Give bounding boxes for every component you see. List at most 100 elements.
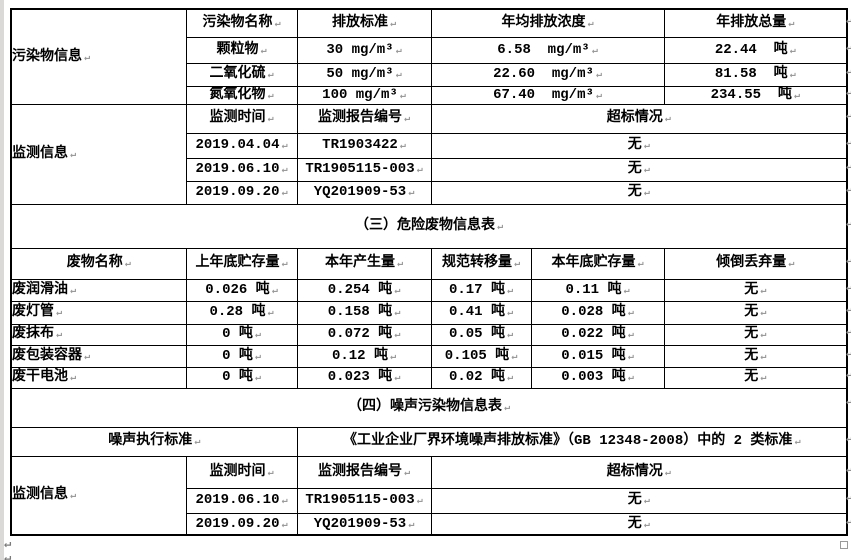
end-of-cell-mark-icon: ↵ — [408, 188, 415, 200]
table-row: 二氧化硫 ↵ 50 mg/m³ ↵ 22.60 mg/m³ ↵ 81.58 吨 ↵ — [11, 62, 848, 87]
end-of-cell-mark-icon: ↵ — [281, 519, 288, 531]
end-of-cell-mark-icon: ↵ — [194, 437, 201, 449]
end-of-cell-mark-icon: ↵ — [389, 19, 397, 31]
row-end-mark-icon: ↵ — [846, 370, 851, 381]
avg-concentration-cell: 6.58 mg/m³ ↵ — [430, 36, 665, 64]
table-row: 2019.04.04 ↵ TR1903422 ↵ 无 ↵ — [11, 132, 848, 159]
end-of-cell-mark-icon: ↵ — [789, 70, 796, 82]
table-row: 2019.06.10 ↵ TR1905115-003 ↵ 无 ↵ — [11, 157, 848, 182]
row-end-mark-icon: ↵ — [846, 283, 851, 294]
row-end-mark-icon: ↵ — [846, 88, 851, 99]
row-end-mark-icon: ↵ — [846, 256, 851, 267]
end-of-cell-mark-icon: ↵ — [271, 285, 278, 297]
row-end-mark-icon: ↵ — [846, 219, 851, 230]
table-row: 废润滑油 ↵ 0.026 吨 ↵ 0.254 吨 ↵ 0.17 吨 ↵ 0.11 吨 ↵ … — [10, 278, 848, 302]
table-row: 颗粒物 ↵ 30 mg/m³ ↵ 6.58 mg/m³ ↵ 22.44 吨 ↵ — [11, 36, 848, 64]
end-of-cell-mark-icon: ↵ — [513, 259, 521, 271]
exceed-status-cell: 无 ↵ — [430, 487, 848, 514]
end-of-cell-mark-icon: ↵ — [70, 491, 77, 503]
report-number-header: 监测报告编号 ↵ — [296, 455, 432, 489]
end-of-cell-mark-icon: ↵ — [395, 70, 402, 82]
end-of-cell-mark-icon: ↵ — [627, 330, 634, 342]
end-of-cell-mark-icon: ↵ — [267, 114, 274, 126]
row-end-mark-icon: ↵ — [846, 397, 851, 408]
emission-standard-cell: 50 mg/m³ ↵ — [296, 62, 432, 87]
row-end-mark-icon: ↵ — [846, 162, 851, 173]
row-end-mark-icon: ↵ — [846, 111, 851, 122]
end-of-cell-mark-icon: ↵ — [396, 259, 404, 271]
end-of-cell-mark-icon: ↵ — [760, 330, 767, 342]
end-of-cell-mark-icon: ↵ — [643, 141, 650, 153]
produced-cell: 0.12 吨 ↵ — [296, 344, 432, 368]
pollutant-name-header: 污染物名称 ↵ — [185, 8, 298, 38]
transferred-cell: 0.02 吨 ↵ — [430, 366, 532, 389]
row-end-mark-icon: ↵ — [846, 138, 851, 149]
end-of-cell-mark-icon: ↵ — [506, 285, 514, 297]
exceed-status-header: 超标情况 ↵ — [430, 455, 848, 489]
end-of-cell-mark-icon: ↵ — [408, 519, 415, 531]
end-of-cell-mark-icon: ↵ — [788, 19, 795, 31]
end-of-cell-mark-icon: ↵ — [281, 141, 288, 153]
end-of-cell-mark-icon: ↵ — [643, 496, 650, 508]
end-of-cell-mark-icon: ↵ — [403, 114, 411, 126]
end-of-cell-mark-icon: ↵ — [281, 165, 288, 177]
row-end-mark-icon: ↵ — [846, 67, 851, 78]
annual-total-header: 年排放总量 ↵ — [663, 8, 848, 38]
prev-year-storage-cell: 0 吨 ↵ — [185, 323, 298, 346]
report-number-cell: YQ201909-53 ↵ — [296, 512, 432, 536]
end-of-cell-mark-icon: ↵ — [281, 188, 288, 200]
end-of-cell-mark-icon: ↵ — [506, 308, 514, 320]
end-of-cell-mark-icon: ↵ — [394, 308, 401, 320]
row-end-mark-icon: ↵ — [846, 327, 851, 338]
end-of-cell-mark-icon: ↵ — [793, 90, 800, 102]
end-of-cell-mark-icon: ↵ — [591, 45, 598, 57]
noise-standard-value-cell: 《工业企业厂界环境噪声排放标准》（GB 12348-2008）中的 2 类标准 ↵ — [296, 426, 848, 457]
year-end-storage-cell: 0.028 吨 ↵ — [530, 300, 665, 325]
end-of-cell-mark-icon: ↵ — [399, 90, 406, 102]
year-end-storage-header: 本年底贮存量 ↵ — [530, 247, 665, 280]
end-of-cell-mark-icon: ↵ — [506, 330, 514, 342]
row-end-mark-icon: ↵ — [846, 434, 851, 445]
monitor-time-cell: 2019.09.20 ↵ — [185, 180, 298, 205]
transferred-cell: 0.41 吨 ↵ — [430, 300, 532, 325]
end-of-cell-mark-icon: ↵ — [56, 330, 63, 342]
row-end-mark-icon: ↵ — [846, 16, 851, 27]
section-label: 污染物信息 — [12, 48, 82, 65]
table-row: 污染物信息 ↵ 污染物名称 ↵ 排放标准 ↵ 年均排放浓度 ↵ 年排放总量 ↵ — [10, 8, 848, 105]
table-row: 监测信息 ↵ 监测时间 ↵ 监测报告编号 ↵ 超标情况 ↵ — [10, 103, 848, 205]
monitor-time-cell: 2019.06.10 ↵ — [185, 487, 298, 514]
row-end-mark-icon: ↵ — [846, 493, 851, 504]
dumped-cell: 无 ↵ — [663, 366, 848, 389]
end-of-cell-mark-icon: ↵ — [627, 373, 634, 385]
end-of-cell-mark-icon: ↵ — [84, 351, 91, 363]
end-of-cell-mark-icon: ↵ — [664, 467, 671, 479]
noise-standard-label-cell: 噪声执行标准 ↵ — [10, 426, 298, 457]
end-of-cell-mark-icon: ↵ — [760, 308, 767, 320]
end-of-cell-mark-icon: ↵ — [416, 496, 423, 508]
waste-name-header: 废物名称 ↵ — [10, 247, 187, 280]
end-of-cell-mark-icon: ↵ — [267, 308, 274, 320]
waste-name-cell: 废灯管 ↵ — [10, 300, 187, 325]
dumped-header: 倾倒丢弃量 ↵ — [663, 247, 848, 280]
end-of-cell-mark-icon: ↵ — [254, 351, 261, 363]
report-number-cell: TR1903422 ↵ — [296, 132, 432, 159]
end-of-cell-mark-icon: ↵ — [399, 141, 406, 153]
end-of-cell-mark-icon: ↵ — [623, 285, 630, 297]
environment-report-table: 污染物信息 ↵ 污染物名称 ↵ 排放标准 ↵ 年均排放浓度 ↵ 年排放总量 ↵ 颗粒物 ↵ … — [10, 8, 848, 536]
prev-year-storage-header: 上年底贮存量 ↵ — [185, 247, 298, 280]
year-end-storage-cell: 0.11 吨 ↵ — [530, 278, 665, 302]
end-of-cell-mark-icon: ↵ — [760, 373, 767, 385]
table-row: 2019.09.20 ↵ YQ201909-53 ↵ 无 ↵ — [11, 512, 848, 536]
monitor-time-cell: 2019.04.04 ↵ — [185, 132, 298, 159]
end-of-cell-mark-icon: ↵ — [595, 70, 602, 82]
transferred-header: 规范转移量 ↵ — [430, 247, 532, 280]
table-row: 噪声执行标准 ↵ 《工业企业厂界环境噪声排放标准》（GB 12348-2008）中… — [10, 426, 848, 457]
table-row: （三）危险废物信息表 ↵ — [10, 203, 848, 249]
end-of-cell-mark-icon: ↵ — [395, 45, 402, 57]
end-of-cell-mark-icon: ↵ — [260, 45, 267, 57]
waste-name-cell: 废干电池 ↵ — [10, 366, 187, 389]
table-row: （四）噪声污染物信息表 ↵ — [10, 387, 848, 428]
produced-header: 本年产生量 ↵ — [296, 247, 432, 280]
end-of-cell-mark-icon: ↵ — [70, 149, 77, 161]
pollutant-name-cell: 氮氧化物 ↵ — [185, 85, 298, 105]
